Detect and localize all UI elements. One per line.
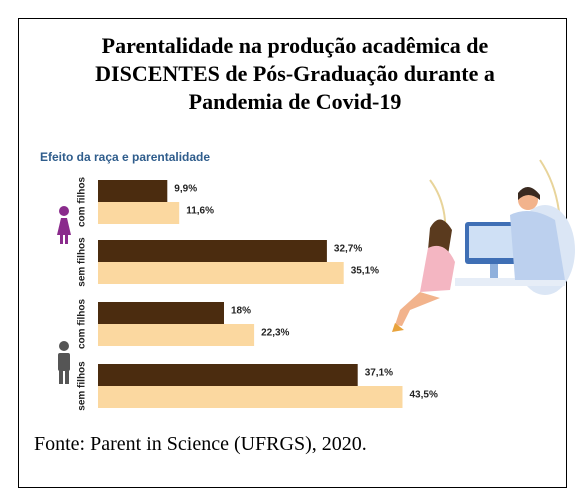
- bar: [98, 180, 167, 202]
- woman-icon: [57, 206, 71, 244]
- category-label: sem filhos: [77, 361, 88, 411]
- value-label: 37,1%: [365, 368, 393, 379]
- value-label: 43,5%: [410, 390, 438, 401]
- chart: Efeito da raça e parentalidade com filho…: [0, 0, 588, 478]
- bar: [98, 386, 403, 408]
- value-label: 11,6%: [186, 206, 214, 217]
- value-label: 18%: [231, 306, 251, 317]
- bar: [98, 324, 254, 346]
- chart-subtitle: Efeito da raça e parentalidade: [40, 150, 210, 164]
- bar: [98, 240, 327, 262]
- bar: [98, 202, 179, 224]
- bar: [98, 364, 358, 386]
- category-label: com filhos: [77, 299, 88, 349]
- category-label: com filhos: [77, 177, 88, 227]
- value-label: 32,7%: [334, 244, 362, 255]
- bar: [98, 262, 344, 284]
- value-label: 35,1%: [351, 266, 379, 277]
- page: {"chart_data": {"type": "bar", "orientat…: [0, 0, 588, 478]
- value-label: 22,3%: [261, 328, 289, 339]
- man-icon: [58, 341, 70, 384]
- bar: [98, 302, 224, 324]
- value-label: 9,9%: [174, 184, 197, 195]
- illustration: [392, 160, 575, 332]
- category-label: sem filhos: [77, 237, 88, 287]
